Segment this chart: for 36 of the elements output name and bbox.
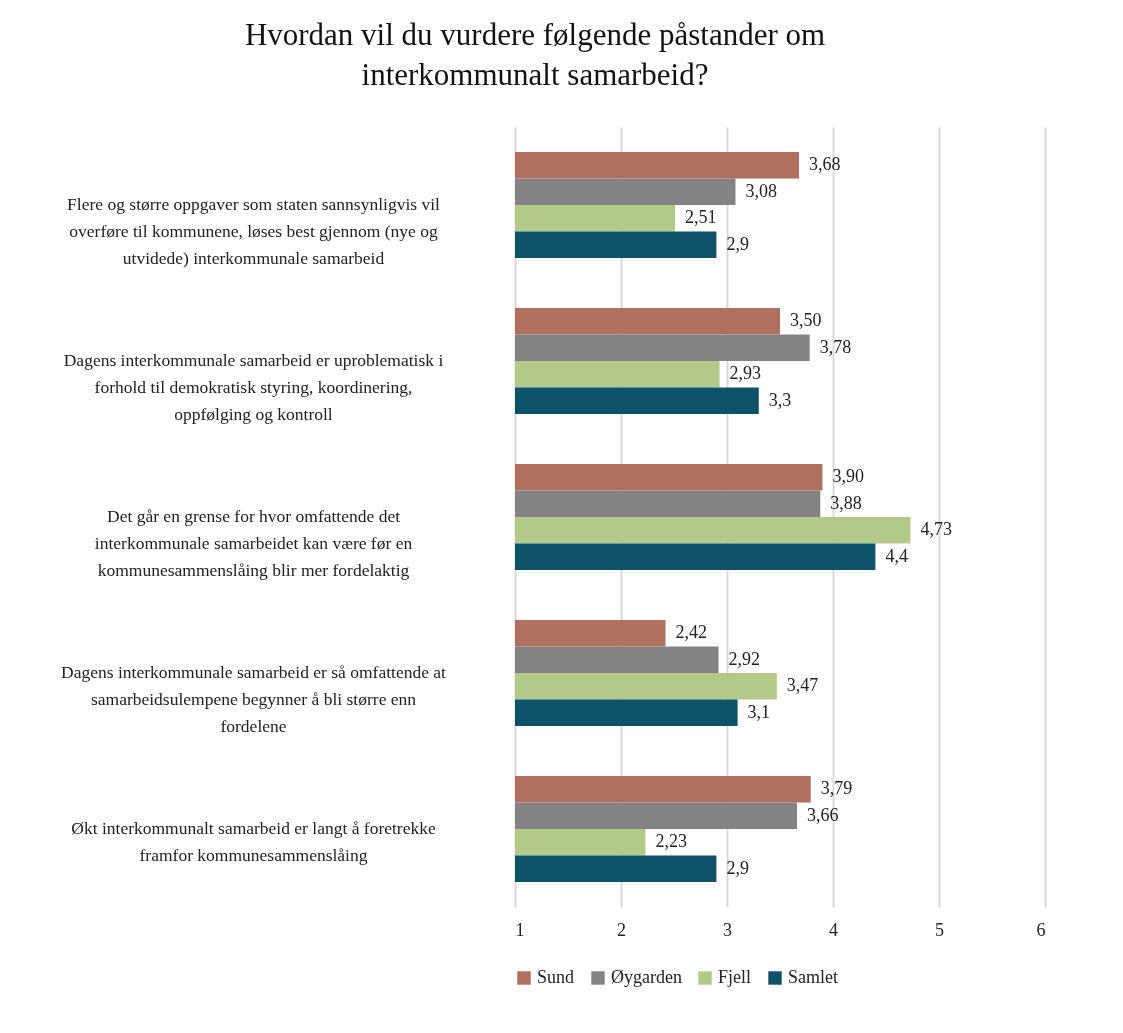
data-label: 3,3 xyxy=(768,389,792,410)
data-label: 3,08 xyxy=(745,180,777,201)
y-tick-label: Dagens interkommunale samarbeid er uproblematisk i forhold til demokratisk styring, koordinering, oppfølging og kontroll xyxy=(63,350,444,424)
legend-label: Sund xyxy=(537,967,575,987)
x-tick-label: 4 xyxy=(829,919,838,940)
data-label: 2,9 xyxy=(726,857,749,878)
data-label: 2,93 xyxy=(729,363,762,384)
x-tick-label: 6 xyxy=(1036,919,1046,940)
data-label: 3,66 xyxy=(806,804,839,825)
x-tick-label: 2 xyxy=(617,919,626,940)
data-label: 2,23 xyxy=(655,831,687,852)
data-label: 2,51 xyxy=(685,207,717,228)
data-label: 3,47 xyxy=(786,675,819,696)
legend-label: Samlet xyxy=(788,967,838,987)
data-label: 4,4 xyxy=(885,545,908,566)
y-tick-label: Økt interkommunalt samarbeid er langt å foretrekke framfor kommunesammenslåing xyxy=(71,818,436,865)
data-label: 3,79 xyxy=(820,778,853,799)
data-label: 3,90 xyxy=(832,466,864,487)
y-tick-label: Dagens interkommunale samarbeid er så omfattende at samarbeidsulempene begynner å bli større enn fordelene xyxy=(61,662,447,736)
y-tick-label: Det går en grense for hvor omfattende det interkommunale samarbeidet kan være før en kommunesammenslåing blir mer fordelaktig xyxy=(94,506,413,580)
data-label: 2,9 xyxy=(726,233,749,254)
y-tick-label: Flere og større oppgaver som staten sannsynligvis vil overføre til kommunene, løses best gjennom (nye og utvidede) interkommunale samarbeid xyxy=(67,194,441,268)
data-label: 2,92 xyxy=(728,648,761,669)
data-label: 3,1 xyxy=(747,701,771,722)
x-tick-label: 1 xyxy=(515,919,525,940)
data-label: 4,73 xyxy=(920,519,952,540)
data-label: 3,68 xyxy=(809,154,841,175)
x-tick-label: 3 xyxy=(723,919,732,940)
data-label: 2,42 xyxy=(675,622,708,643)
legend-label: Fjell xyxy=(718,967,752,987)
data-label: 3,78 xyxy=(819,336,852,357)
chart-title: Hvordan vil du vurdere følgende påstander om interkommunalt samarbeid? xyxy=(244,17,826,92)
data-label: 3,88 xyxy=(830,492,862,513)
x-tick-label: 5 xyxy=(935,919,944,940)
data-label: 3,50 xyxy=(790,310,822,331)
legend-label: Øygarden xyxy=(611,967,682,987)
